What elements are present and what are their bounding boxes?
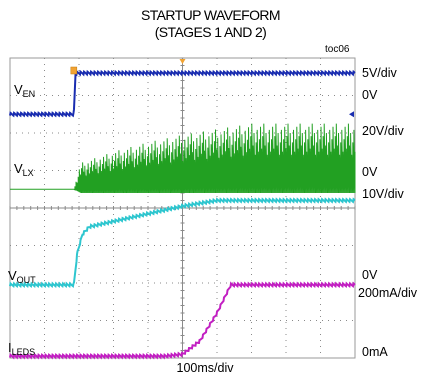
- x-axis-label: 100ms/div: [176, 361, 234, 375]
- label-vout: VOUT: [8, 268, 36, 285]
- scale-vlx: 20V/div: [362, 124, 404, 138]
- zero-vlx: 0V: [362, 165, 378, 179]
- label-ileds: ILEDS: [8, 340, 36, 357]
- scale-ven: 5V/div: [362, 66, 397, 80]
- label-ven: VEN: [14, 82, 36, 99]
- scale-ileds: 200mA/div: [358, 286, 418, 300]
- scale-vout: 10V/div: [362, 187, 404, 201]
- zero-ileds: 0mA: [362, 345, 388, 359]
- trace-vout: [9, 197, 356, 289]
- grid: [9, 57, 356, 359]
- chart-title-line2: (STAGES 1 AND 2): [154, 24, 267, 40]
- trigger-position-marker: [179, 59, 186, 64]
- traces: [9, 69, 356, 360]
- zero-vout: 0V: [362, 268, 378, 282]
- trigger-marker: [70, 66, 78, 75]
- channel-offset-marker: [349, 111, 354, 118]
- trace-vlx: [10, 123, 356, 194]
- markers: [70, 59, 354, 118]
- figure-id: toc06: [325, 44, 350, 55]
- trace-ileds: [9, 281, 356, 360]
- label-vlx: VLX: [14, 161, 34, 178]
- chart-title-line1: STARTUP WAVEFORM: [141, 7, 281, 23]
- trace-ven: [9, 69, 356, 118]
- zero-ven: 0V: [362, 88, 378, 102]
